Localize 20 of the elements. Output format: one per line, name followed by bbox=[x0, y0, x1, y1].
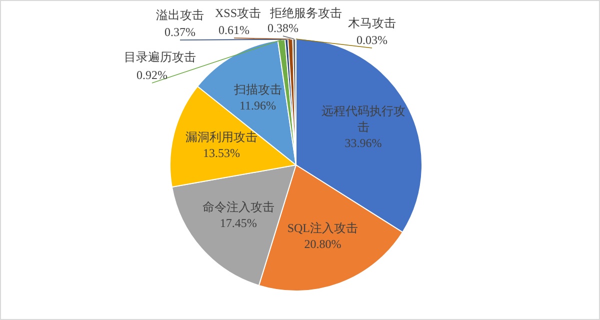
data-label: 0.37% bbox=[164, 24, 196, 39]
slice-label: 拒绝服务攻击 bbox=[269, 6, 342, 20]
slice-label: 漏洞利用攻击 bbox=[186, 130, 258, 144]
data-label: 0.92% bbox=[136, 68, 168, 82]
data-label: 0.61% bbox=[218, 22, 250, 37]
data-label: 0.38% bbox=[268, 20, 298, 35]
slice-label: 命令注入攻击 bbox=[202, 200, 274, 214]
data-label: 33.96% bbox=[344, 136, 382, 150]
data-label: 17.45% bbox=[220, 216, 257, 230]
slice-label: 木马攻击 bbox=[348, 16, 396, 30]
slice-label: 远程代码执行攻击 bbox=[321, 104, 406, 134]
slice-label: XSS攻击 bbox=[214, 6, 262, 20]
slice-label: 扫描攻击 bbox=[232, 82, 282, 96]
slice-label: 目录遍历攻击 bbox=[124, 50, 196, 64]
data-label: 0.03% bbox=[356, 32, 388, 47]
data-label: 11.96% bbox=[239, 98, 276, 112]
slice-label: 溢出攻击 bbox=[156, 8, 204, 22]
data-label: 20.80% bbox=[304, 236, 342, 251]
data-label: 13.53% bbox=[203, 146, 240, 160]
slice-label: SQL注入攻击 bbox=[287, 220, 358, 235]
